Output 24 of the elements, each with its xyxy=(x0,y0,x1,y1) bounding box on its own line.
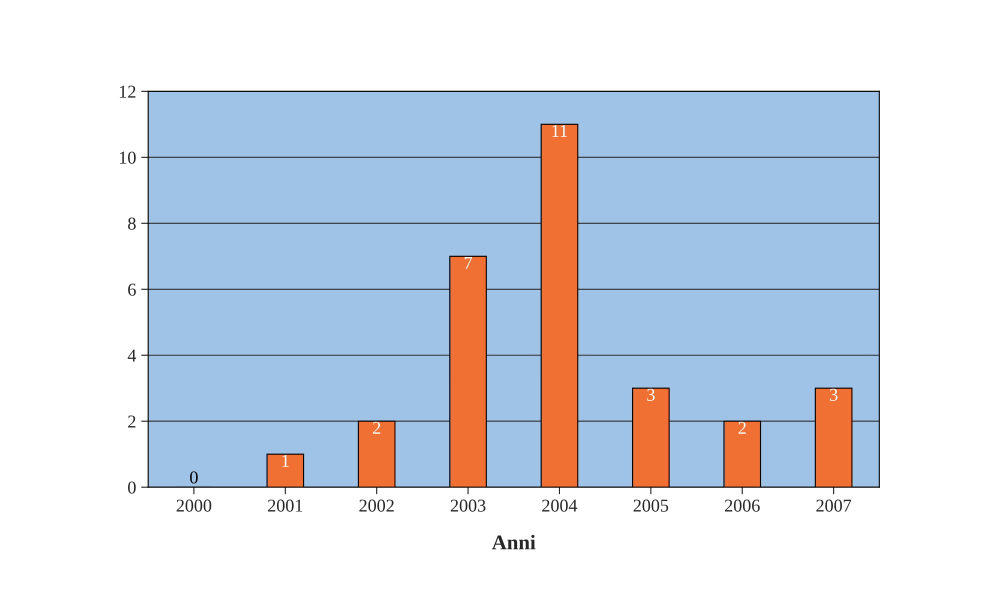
data-label: 7 xyxy=(464,256,472,269)
data-label: 1 xyxy=(282,454,289,467)
x-axis-title: Anni xyxy=(492,534,536,550)
data-label: 3 xyxy=(647,388,655,401)
x-tick-label: 2007 xyxy=(816,500,852,512)
data-label: 2 xyxy=(738,422,746,434)
data-label: 3 xyxy=(830,388,838,401)
x-tick-label: 2004 xyxy=(542,500,578,512)
y-tick-label: 8 xyxy=(128,218,136,230)
y-tick-label: 10 xyxy=(120,152,136,164)
y-tick-label: 0 xyxy=(128,481,136,494)
x-tick-label: 2001 xyxy=(268,500,302,512)
x-tick-label: 2003 xyxy=(450,500,486,512)
y-tick-label: 4 xyxy=(128,350,136,362)
x-tick-label: 2005 xyxy=(634,500,668,512)
data-label: 2 xyxy=(372,422,380,434)
y-tick-label: 12 xyxy=(120,86,136,98)
data-label: 11 xyxy=(552,124,568,137)
y-tick-label: 6 xyxy=(128,284,136,296)
x-tick-label: 2006 xyxy=(724,500,760,512)
y-tick-label: 2 xyxy=(128,416,136,428)
x-tick-label: 2000 xyxy=(176,500,212,512)
x-tick-label: 2002 xyxy=(359,500,394,512)
data-label: 0 xyxy=(190,471,198,484)
